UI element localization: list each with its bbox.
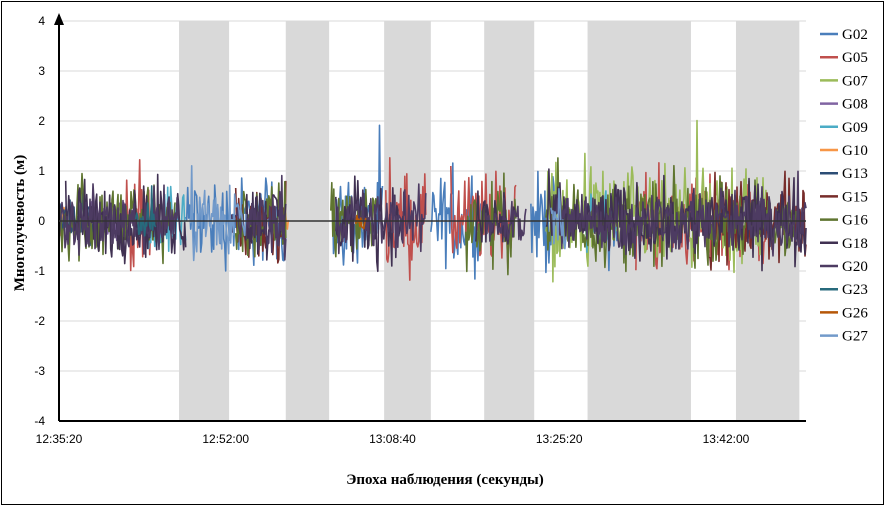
- series-line-G16: [234, 180, 287, 258]
- y-tick-label: -4: [34, 414, 45, 428]
- series-line-G27: [550, 188, 567, 250]
- y-axis-title: Многолучевость (м): [12, 155, 28, 292]
- legend-label-G27: G27: [842, 329, 868, 345]
- axes: [54, 13, 806, 422]
- y-axis-arrow: [54, 13, 64, 25]
- legend-label-G13: G13: [842, 166, 868, 182]
- legend: G02 G05 G07 G08 G09 G10 G13 G15 G16 G18 G20 G23 G26 G…: [820, 27, 868, 345]
- y-tick-label: -2: [34, 314, 45, 328]
- y-tick-labels: 4 3 2 1 0 -1 -2 -3 -4: [34, 14, 45, 428]
- y-tick-label: 0: [38, 214, 45, 228]
- legend-label-G16: G16: [842, 213, 868, 229]
- series-line-G26: [355, 214, 367, 230]
- y-tick-label: 3: [38, 64, 45, 78]
- series-line-G20: [58, 183, 181, 256]
- legend-label-G09: G09: [842, 120, 868, 136]
- legend-label-G05: G05: [842, 50, 868, 66]
- y-tick-label: 1: [38, 164, 45, 178]
- series-line-G20: [335, 183, 427, 255]
- x-tick-label: 13:25:20: [536, 432, 583, 446]
- series-lines: [58, 119, 807, 283]
- legend-label-G23: G23: [842, 282, 868, 298]
- x-tick-label: 13:42:00: [703, 432, 750, 446]
- y-tick-label: 4: [38, 14, 45, 28]
- legend-label-G10: G10: [842, 143, 868, 159]
- legend-label-G18: G18: [842, 236, 868, 252]
- legend-label-G26: G26: [842, 305, 868, 321]
- legend-label-G15: G15: [842, 189, 868, 205]
- series-line-G27: [189, 165, 247, 262]
- x-tick-label: 12:35:20: [36, 432, 83, 446]
- x-tick-label: 12:52:00: [202, 432, 249, 446]
- x-axis-title: Эпоха наблюдения (секунды): [346, 472, 544, 488]
- legend-label-G02: G02: [842, 27, 868, 43]
- series-line-G23: [134, 185, 157, 237]
- series-line-G20: [555, 170, 807, 259]
- series-line-G16: [465, 172, 517, 276]
- y-tick-label: -1: [34, 264, 45, 278]
- y-tick-label: 2: [38, 114, 45, 128]
- y-tick-label: -3: [34, 364, 45, 378]
- legend-label-G08: G08: [842, 97, 868, 113]
- legend-label-G20: G20: [842, 259, 868, 275]
- x-tick-labels: 12:35:20 12:52:00 13:08:40 13:25:20 13:42:00: [36, 432, 750, 446]
- legend-label-G07: G07: [842, 73, 868, 89]
- x-tick-label: 13:08:40: [369, 432, 416, 446]
- series-line-G20: [485, 197, 527, 242]
